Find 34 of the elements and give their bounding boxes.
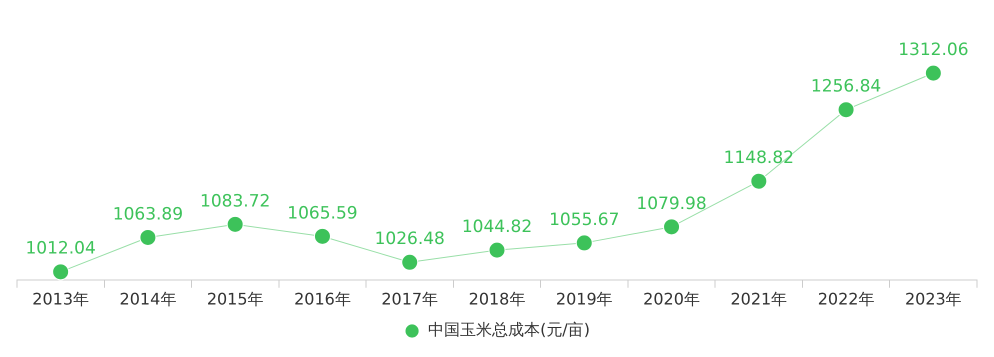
x-tick-label: 2023年 — [905, 290, 962, 309]
point — [924, 64, 942, 82]
data-label: 1065.59 — [287, 203, 358, 224]
x-tick-label: 2014年 — [120, 290, 176, 309]
data-label: 1148.82 — [724, 148, 794, 168]
data-label: 1079.98 — [636, 194, 707, 214]
data-label: 1055.67 — [549, 210, 620, 230]
x-tick-label: 2019年 — [556, 290, 613, 309]
x-tick-label: 2022年 — [818, 290, 874, 309]
point — [139, 228, 156, 246]
data-label: 1256.84 — [810, 76, 882, 97]
x-tick-label: 2018年 — [468, 290, 526, 309]
point — [314, 228, 331, 245]
point — [663, 218, 680, 236]
data-label: 1026.48 — [374, 229, 445, 250]
data-label: 1063.89 — [112, 204, 184, 224]
x-tick-label: 2016年 — [294, 290, 351, 309]
point — [576, 234, 593, 252]
data-label: 1083.72 — [200, 191, 270, 212]
data-label: 1312.06 — [898, 40, 969, 60]
point — [488, 242, 506, 259]
x-tick-label: 2021年 — [730, 290, 788, 309]
point — [750, 172, 768, 190]
point — [401, 254, 418, 271]
x-tick-label: 2020年 — [643, 290, 700, 309]
point — [226, 216, 244, 233]
legend-label: 中国玉米总成本(元/亩) — [428, 320, 590, 340]
x-tick-label: 2015年 — [206, 290, 264, 309]
x-tick-label: 2013年 — [32, 290, 89, 309]
data-label: 1044.82 — [462, 217, 532, 238]
point — [52, 263, 70, 280]
x-tick-label: 2017年 — [381, 290, 438, 309]
point — [838, 101, 855, 118]
data-label: 1012.04 — [25, 238, 96, 259]
